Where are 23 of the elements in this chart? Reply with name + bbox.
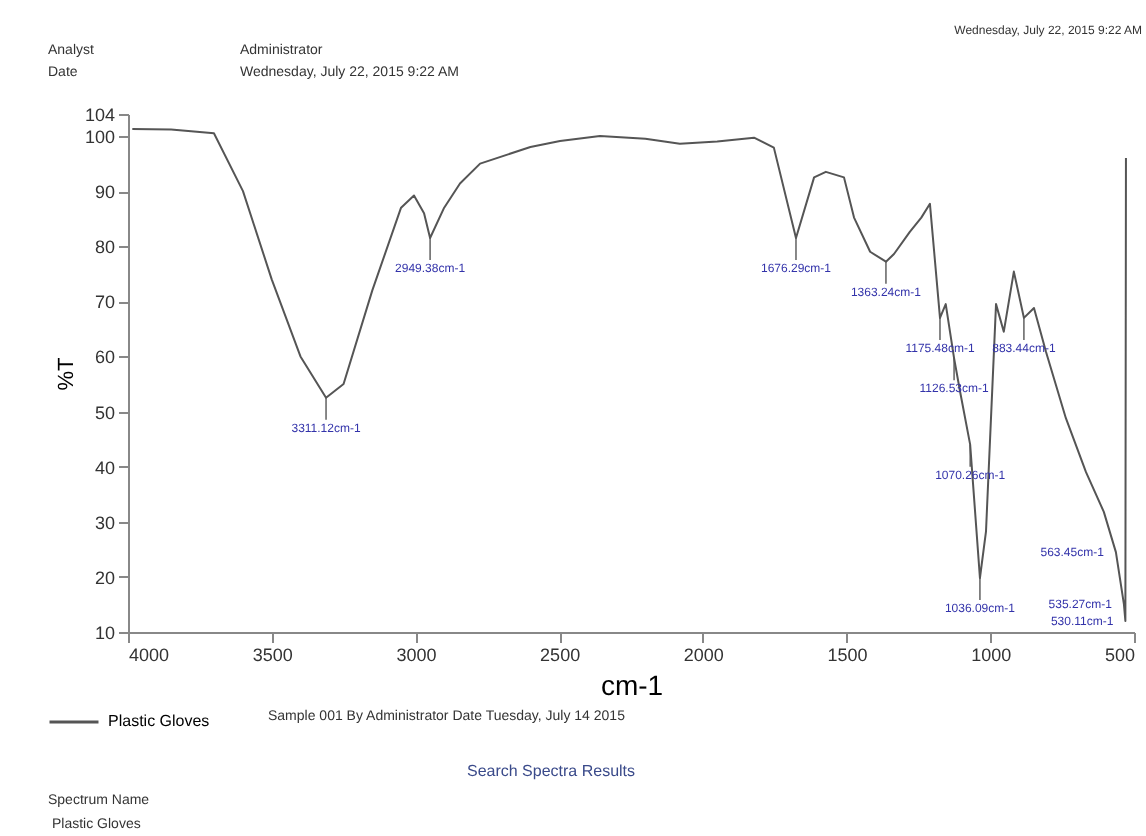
y-tick-label: 50 bbox=[94, 402, 115, 423]
y-tick-label: 30 bbox=[94, 512, 115, 533]
y-tick-label: 60 bbox=[94, 347, 115, 368]
x-tick-label: 4000 bbox=[129, 645, 170, 665]
x-axis-title: cm-1 bbox=[600, 669, 664, 701]
y-tick-label: 40 bbox=[94, 457, 115, 478]
y-tick-label: 104 bbox=[84, 105, 115, 125]
x-tick-label: 1500 bbox=[827, 645, 868, 665]
x-tick-label: 3000 bbox=[396, 645, 437, 665]
text: Search Spectra Results bbox=[466, 762, 636, 780]
x-tick-label: 3500 bbox=[252, 645, 293, 665]
y-axis-title: %T bbox=[54, 356, 79, 391]
x-tick-label: 1000 bbox=[971, 645, 1012, 665]
x-tick-label: 2500 bbox=[540, 645, 581, 665]
y-tick-label: 80 bbox=[94, 237, 115, 258]
x-tick-label: 500 bbox=[1104, 645, 1135, 665]
y-tick-label: 20 bbox=[94, 567, 115, 588]
x-tick-label: 2000 bbox=[683, 645, 724, 665]
y-tick-label: 90 bbox=[94, 182, 115, 203]
legend-label: Plastic Gloves bbox=[108, 712, 210, 730]
y-tick-label: 70 bbox=[94, 292, 115, 313]
y-tick-label: 10 bbox=[94, 623, 115, 643]
y-tick-label: 100 bbox=[84, 127, 115, 148]
